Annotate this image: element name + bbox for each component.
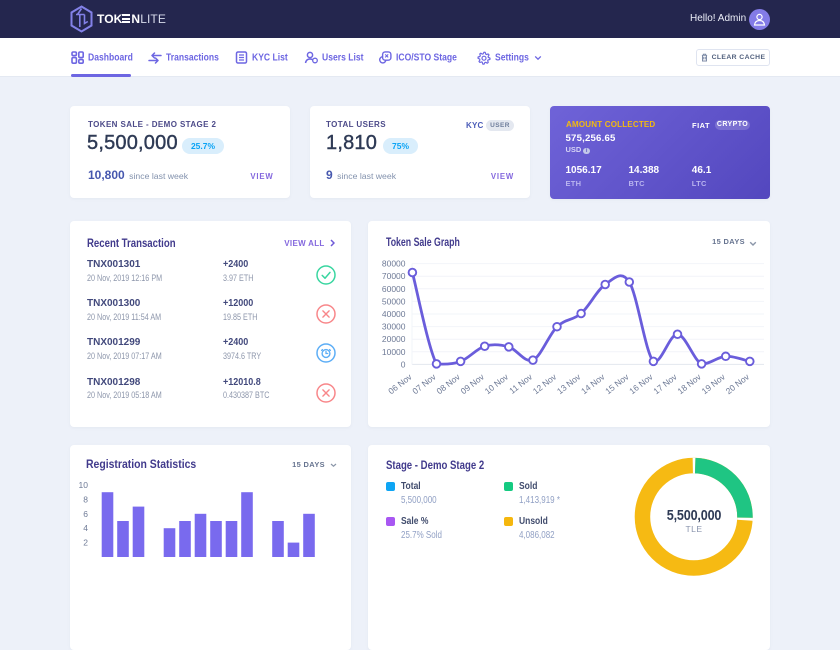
svg-text:12 Nov: 12 Nov [531, 371, 559, 396]
svg-text:15 Nov: 15 Nov [603, 371, 631, 396]
svg-text:60000: 60000 [382, 284, 406, 294]
svg-text:4: 4 [83, 523, 88, 533]
svg-text:14 Nov: 14 Nov [579, 371, 607, 396]
svg-text:50000: 50000 [382, 296, 406, 306]
svg-text:19 Nov: 19 Nov [700, 371, 728, 396]
svg-text:07 Nov: 07 Nov [410, 371, 438, 396]
svg-text:10000: 10000 [382, 347, 406, 357]
svg-text:20 Nov: 20 Nov [724, 371, 752, 396]
svg-text:17 Nov: 17 Nov [651, 371, 679, 396]
svg-text:6: 6 [83, 509, 88, 519]
svg-text:8: 8 [83, 494, 88, 504]
svg-text:09 Nov: 09 Nov [459, 371, 487, 396]
svg-text:06 Nov: 06 Nov [386, 371, 414, 396]
svg-text:40000: 40000 [382, 309, 406, 319]
svg-text:0: 0 [401, 359, 406, 369]
svg-text:20000: 20000 [382, 334, 406, 344]
svg-text:18 Nov: 18 Nov [675, 371, 703, 396]
svg-text:10 Nov: 10 Nov [483, 371, 511, 396]
svg-text:16 Nov: 16 Nov [627, 371, 655, 396]
svg-text:2: 2 [83, 538, 88, 548]
svg-text:80000: 80000 [382, 259, 406, 269]
svg-text:13 Nov: 13 Nov [555, 371, 583, 396]
svg-text:30000: 30000 [382, 322, 406, 332]
svg-text:10: 10 [79, 480, 89, 490]
svg-text:70000: 70000 [382, 271, 406, 281]
svg-text:11 Nov: 11 Nov [507, 371, 534, 396]
svg-text:08 Nov: 08 Nov [434, 371, 462, 396]
